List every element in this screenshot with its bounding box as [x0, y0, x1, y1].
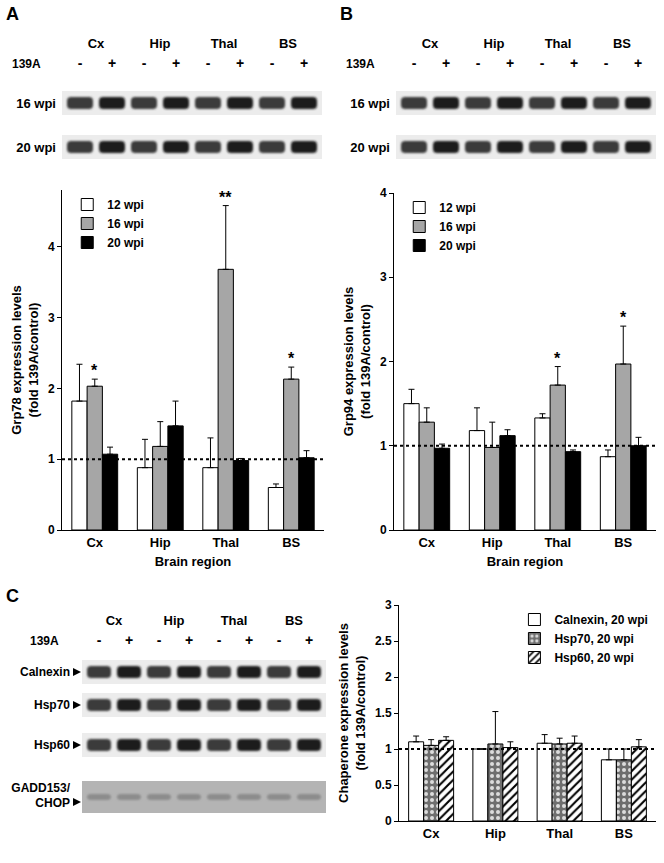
svg-text:Grp78 expression levels(fold 1: Grp78 expression levels(fold 139A/contro… — [9, 285, 41, 435]
svg-text:16 wpi: 16 wpi — [107, 217, 144, 231]
svg-text:16 wpi: 16 wpi — [439, 220, 476, 234]
svg-text:+: + — [172, 55, 180, 71]
svg-text:-: - — [97, 632, 102, 648]
svg-text:BS: BS — [615, 826, 633, 841]
svg-text:Hsp70, 20 wpi: Hsp70, 20 wpi — [554, 632, 633, 646]
svg-text:-: - — [78, 55, 83, 71]
svg-text:+: + — [506, 55, 514, 71]
svg-text:Hsp60: Hsp60 — [34, 738, 70, 752]
svg-text:-: - — [277, 632, 282, 648]
svg-text:139A: 139A — [30, 634, 59, 648]
svg-text:Cx: Cx — [422, 36, 439, 51]
svg-text:Cx: Cx — [88, 36, 105, 51]
svg-text:+: + — [245, 632, 253, 648]
svg-text:20 wpi: 20 wpi — [439, 239, 476, 253]
svg-text:Hip: Hip — [150, 535, 171, 550]
svg-text:Thal: Thal — [212, 535, 239, 550]
svg-text:Thal: Thal — [544, 535, 571, 550]
svg-text:*: * — [288, 350, 295, 367]
svg-text:*: * — [620, 309, 627, 326]
svg-text:+: + — [108, 55, 116, 71]
svg-text:C: C — [6, 586, 19, 606]
svg-text:Hip: Hip — [484, 36, 505, 51]
svg-text:**: ** — [219, 189, 232, 206]
svg-text:Cx: Cx — [418, 535, 435, 550]
svg-text:GADD153/: GADD153/ — [11, 781, 70, 795]
svg-text:4: 4 — [48, 240, 55, 254]
svg-text:16 wpi: 16 wpi — [350, 96, 390, 111]
svg-text:BS: BS — [614, 535, 632, 550]
svg-text:Cx: Cx — [423, 826, 440, 841]
svg-text:Hip: Hip — [482, 535, 503, 550]
svg-text:2: 2 — [380, 355, 387, 369]
svg-text:*: * — [91, 362, 98, 379]
svg-text:+: + — [300, 55, 308, 71]
svg-text:-: - — [206, 55, 211, 71]
svg-text:Thal: Thal — [221, 613, 248, 628]
svg-text:2.5: 2.5 — [375, 634, 392, 648]
svg-text:Brain region: Brain region — [155, 554, 232, 569]
svg-text:BS: BS — [279, 36, 297, 51]
svg-text:Hsp60, 20 wpi: Hsp60, 20 wpi — [554, 651, 633, 665]
svg-text:Thal: Thal — [546, 826, 573, 841]
svg-text:12 wpi: 12 wpi — [107, 198, 144, 212]
svg-text:Thal: Thal — [211, 36, 238, 51]
svg-text:+: + — [570, 55, 578, 71]
svg-text:Hip: Hip — [164, 613, 185, 628]
svg-text:12 wpi: 12 wpi — [439, 201, 476, 215]
svg-text:Calnexin: Calnexin — [20, 665, 70, 679]
svg-text:-: - — [142, 55, 147, 71]
svg-text:1: 1 — [48, 452, 55, 466]
svg-text:-: - — [217, 632, 222, 648]
svg-text:0: 0 — [48, 523, 55, 537]
svg-text:1.5: 1.5 — [375, 706, 392, 720]
svg-text:BS: BS — [613, 36, 631, 51]
svg-text:A: A — [6, 4, 19, 24]
svg-text:3: 3 — [385, 598, 392, 612]
svg-text:*: * — [554, 350, 561, 367]
svg-text:20 wpi: 20 wpi — [16, 140, 56, 155]
svg-text:-: - — [270, 55, 275, 71]
svg-text:139A: 139A — [346, 57, 375, 71]
svg-text:-: - — [540, 55, 545, 71]
svg-text:Grp94 expression levels(fold 1: Grp94 expression levels(fold 139A/contro… — [341, 287, 373, 437]
svg-text:-: - — [604, 55, 609, 71]
svg-text:16 wpi: 16 wpi — [16, 96, 56, 111]
svg-text:2: 2 — [48, 382, 55, 396]
svg-text:+: + — [634, 55, 642, 71]
svg-text:Cx: Cx — [106, 613, 123, 628]
svg-text:+: + — [236, 55, 244, 71]
svg-text:139A: 139A — [12, 57, 41, 71]
svg-text:Thal: Thal — [545, 36, 572, 51]
svg-text:2: 2 — [385, 670, 392, 684]
svg-text:BS: BS — [282, 535, 300, 550]
svg-text:Hsp70: Hsp70 — [34, 698, 70, 712]
svg-text:-: - — [412, 55, 417, 71]
svg-text:Hip: Hip — [485, 826, 506, 841]
svg-text:+: + — [305, 632, 313, 648]
svg-text:B: B — [340, 4, 353, 24]
svg-text:Calnexin, 20 wpi: Calnexin, 20 wpi — [554, 613, 647, 627]
svg-text:1: 1 — [380, 439, 387, 453]
svg-text:-: - — [476, 55, 481, 71]
svg-text:Cx: Cx — [86, 535, 103, 550]
svg-text:1: 1 — [385, 742, 392, 756]
svg-text:4: 4 — [380, 186, 387, 200]
svg-text:0: 0 — [385, 814, 392, 828]
svg-text:0.5: 0.5 — [375, 778, 392, 792]
svg-text:BS: BS — [285, 613, 303, 628]
svg-text:+: + — [442, 55, 450, 71]
svg-text:3: 3 — [48, 311, 55, 325]
svg-text:20 wpi: 20 wpi — [107, 236, 144, 250]
svg-text:CHOP: CHOP — [35, 796, 70, 810]
svg-text:0: 0 — [380, 523, 387, 537]
svg-text:+: + — [125, 632, 133, 648]
svg-text:20 wpi: 20 wpi — [350, 140, 390, 155]
svg-text:-: - — [157, 632, 162, 648]
svg-text:3: 3 — [380, 270, 387, 284]
svg-text:+: + — [185, 632, 193, 648]
svg-text:Brain region: Brain region — [487, 554, 564, 569]
svg-text:Hip: Hip — [150, 36, 171, 51]
svg-text:Chaperone expression levels(fo: Chaperone expression levels(fold 139A/co… — [336, 623, 368, 803]
